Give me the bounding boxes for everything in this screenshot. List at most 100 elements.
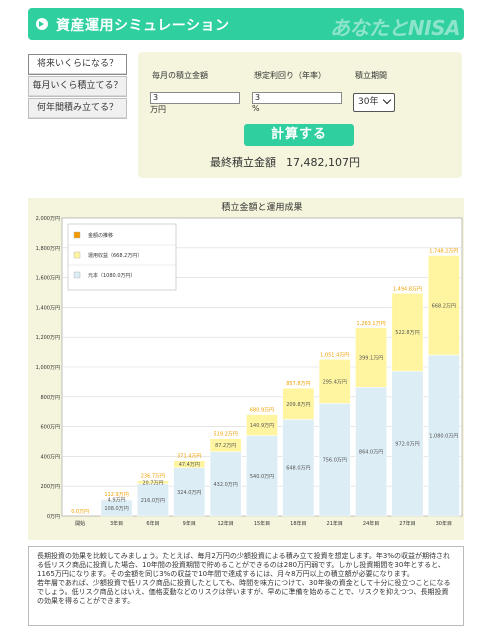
x-tick-label: 27年目 <box>399 520 415 527</box>
result-line: 最終積立金額 17,482,107円 <box>210 154 400 170</box>
bar-profit <box>427 255 460 356</box>
principal-value-label: 972.0万円 <box>395 442 419 448</box>
x-tick-label: 21年目 <box>327 520 343 527</box>
return-rate-label: 想定利回り（年率） <box>254 71 326 80</box>
accumulation-chart: 積立金額と運用成果 0万円 200万円 400万円 600万円 800万円 1,000万円 1… <box>36 201 463 527</box>
bar-principal <box>137 483 169 517</box>
x-tick-label: 24年目 <box>363 520 379 527</box>
y-tick-label: 0万円 <box>47 514 60 520</box>
y-tick-label: 1,800万円 <box>36 246 60 252</box>
profit-value-label: 668.2万円 <box>432 303 456 309</box>
total-value-label: 857.8万円 <box>286 381 310 387</box>
legend-profit-swatch <box>73 251 81 259</box>
return-rate-input[interactable]: 3 <box>252 92 342 104</box>
x-tick-label: 15年目 <box>254 520 270 527</box>
chart-title: 積立金額と運用成果 <box>221 201 302 213</box>
legend-profit-label: 運用収益（668.2万円） <box>88 252 142 259</box>
y-tick-label: 800万円 <box>40 395 60 401</box>
y-tick-label: 1,600万円 <box>36 276 60 282</box>
description-paragraph-2: 若年層であれば、少額投資で低リスク商品に投資したとしても、時間を味方につけて、3… <box>37 579 451 605</box>
bar-profit <box>246 414 278 436</box>
principal-value-label: 540.0万円 <box>250 474 274 480</box>
legend-box <box>67 223 177 291</box>
profit-value-label: 140.9万円 <box>250 423 274 429</box>
profit-value-label: 47.4万円 <box>179 462 200 468</box>
principal-value-label: 756.0万円 <box>323 458 347 464</box>
period-select[interactable]: 30年 <box>353 93 395 112</box>
bar-profit <box>137 480 169 485</box>
legend-principal-label: 元本（1080.0万円） <box>88 272 136 279</box>
principal-value-label: 324.0万円 <box>177 490 201 496</box>
menu-item-period[interactable]: 何年間積み立てる？ <box>28 98 127 119</box>
period-select-value: 30年 <box>358 97 379 107</box>
x-tick-label: 3年目 <box>110 520 123 527</box>
bar-principal <box>355 387 387 517</box>
principal-value-label: 216.0万円 <box>141 498 165 504</box>
bar-profit <box>391 293 424 372</box>
total-value-label: 0.0万円 <box>71 509 89 515</box>
chevron-down-icon <box>382 95 392 105</box>
x-tick-label: 開始 <box>75 520 85 527</box>
input-form: 毎月の積立金額 想定利回り（年率） 積立期間 3 万円 3 % 30年 計算する… <box>138 52 462 178</box>
bar-profit <box>355 327 387 388</box>
return-rate-unit: % <box>252 104 260 113</box>
y-tick-label: 400万円 <box>40 454 60 460</box>
x-tick-label: 30年目 <box>436 520 452 527</box>
total-value-label: 371.4万円 <box>177 454 201 460</box>
monthly-amount-unit: 万円 <box>150 105 166 114</box>
bar-principal <box>318 403 351 517</box>
monthly-amount-input[interactable]: 3 <box>150 92 240 104</box>
principal-value-label: 1,080.0万円 <box>429 434 458 440</box>
page-title: 資産運用シミュレーション <box>56 18 230 34</box>
legend-principal-swatch <box>73 271 81 279</box>
y-tick-label: 1,000万円 <box>36 365 60 371</box>
total-value-label: 519.2万円 <box>213 432 237 438</box>
header-bar: 資産運用シミュレーション あなたとNISA <box>28 8 464 40</box>
menu-item-future-value[interactable]: 将来いくらになる？ <box>28 54 127 75</box>
period-label: 積立期間 <box>355 71 387 80</box>
bar-principal <box>209 451 242 517</box>
profit-value-label: 20.7万円 <box>142 480 163 486</box>
total-value-label: 1,051.4万円 <box>320 352 349 358</box>
profit-value-label: 399.1万円 <box>359 356 383 362</box>
legend-amount-label: 金額の推移 <box>88 232 113 239</box>
nisa-logo: あなたとNISA <box>329 16 461 40</box>
principal-value-label: 108.0万円 <box>104 506 128 512</box>
profit-value-label: 87.2万円 <box>215 443 236 449</box>
y-tick-label: 200万円 <box>40 484 60 490</box>
y-tick-label: 1,200万円 <box>36 335 60 341</box>
result-value: 17,482,107円 <box>286 156 360 169</box>
x-tick-label: 9年目 <box>183 520 196 527</box>
total-value-label: 1,494.8万円 <box>393 286 422 292</box>
bar-principal <box>173 467 206 517</box>
total-value-label: 1,263.1万円 <box>357 321 386 327</box>
profit-value-label: 4.9万円 <box>108 498 126 504</box>
principal-value-label: 432.0万円 <box>213 482 237 488</box>
bar-profit <box>282 387 315 420</box>
y-tick-label: 600万円 <box>40 425 60 431</box>
menu-item-monthly-amount[interactable]: 毎月いくら積立てる？ <box>28 76 127 97</box>
x-tick-label: 12年目 <box>217 520 233 527</box>
profit-value-label: 209.8万円 <box>286 402 310 408</box>
total-value-label: 1,748.2万円 <box>429 249 458 255</box>
bar-profit <box>318 359 351 404</box>
y-tick-label: 2,000万円 <box>36 216 60 222</box>
bar-profit <box>209 438 242 452</box>
arrow-circle-icon <box>36 18 48 30</box>
bar-principal <box>391 370 424 517</box>
principal-value-label: 864.0万円 <box>359 450 383 456</box>
bar-profit <box>100 498 133 501</box>
profit-value-label: 522.8万円 <box>395 330 419 336</box>
legend-amount-swatch <box>73 231 81 239</box>
bar-profit <box>173 460 206 468</box>
total-value-label: 680.9万円 <box>250 408 274 414</box>
x-tick-label: 18年目 <box>290 520 306 527</box>
calculate-button[interactable]: 計算する <box>244 124 354 146</box>
y-tick-label: 1,400万円 <box>36 305 60 311</box>
x-tick-label: 6年目 <box>146 520 159 527</box>
profit-value-label: 295.4万円 <box>323 379 347 385</box>
monthly-amount-label: 毎月の積立金額 <box>152 71 208 80</box>
description-paragraph-1: 長期投資の効果を比較してみましょう。たとえば、毎月2万円の少額投資による積み立て… <box>37 552 451 578</box>
bar-principal <box>282 419 315 517</box>
